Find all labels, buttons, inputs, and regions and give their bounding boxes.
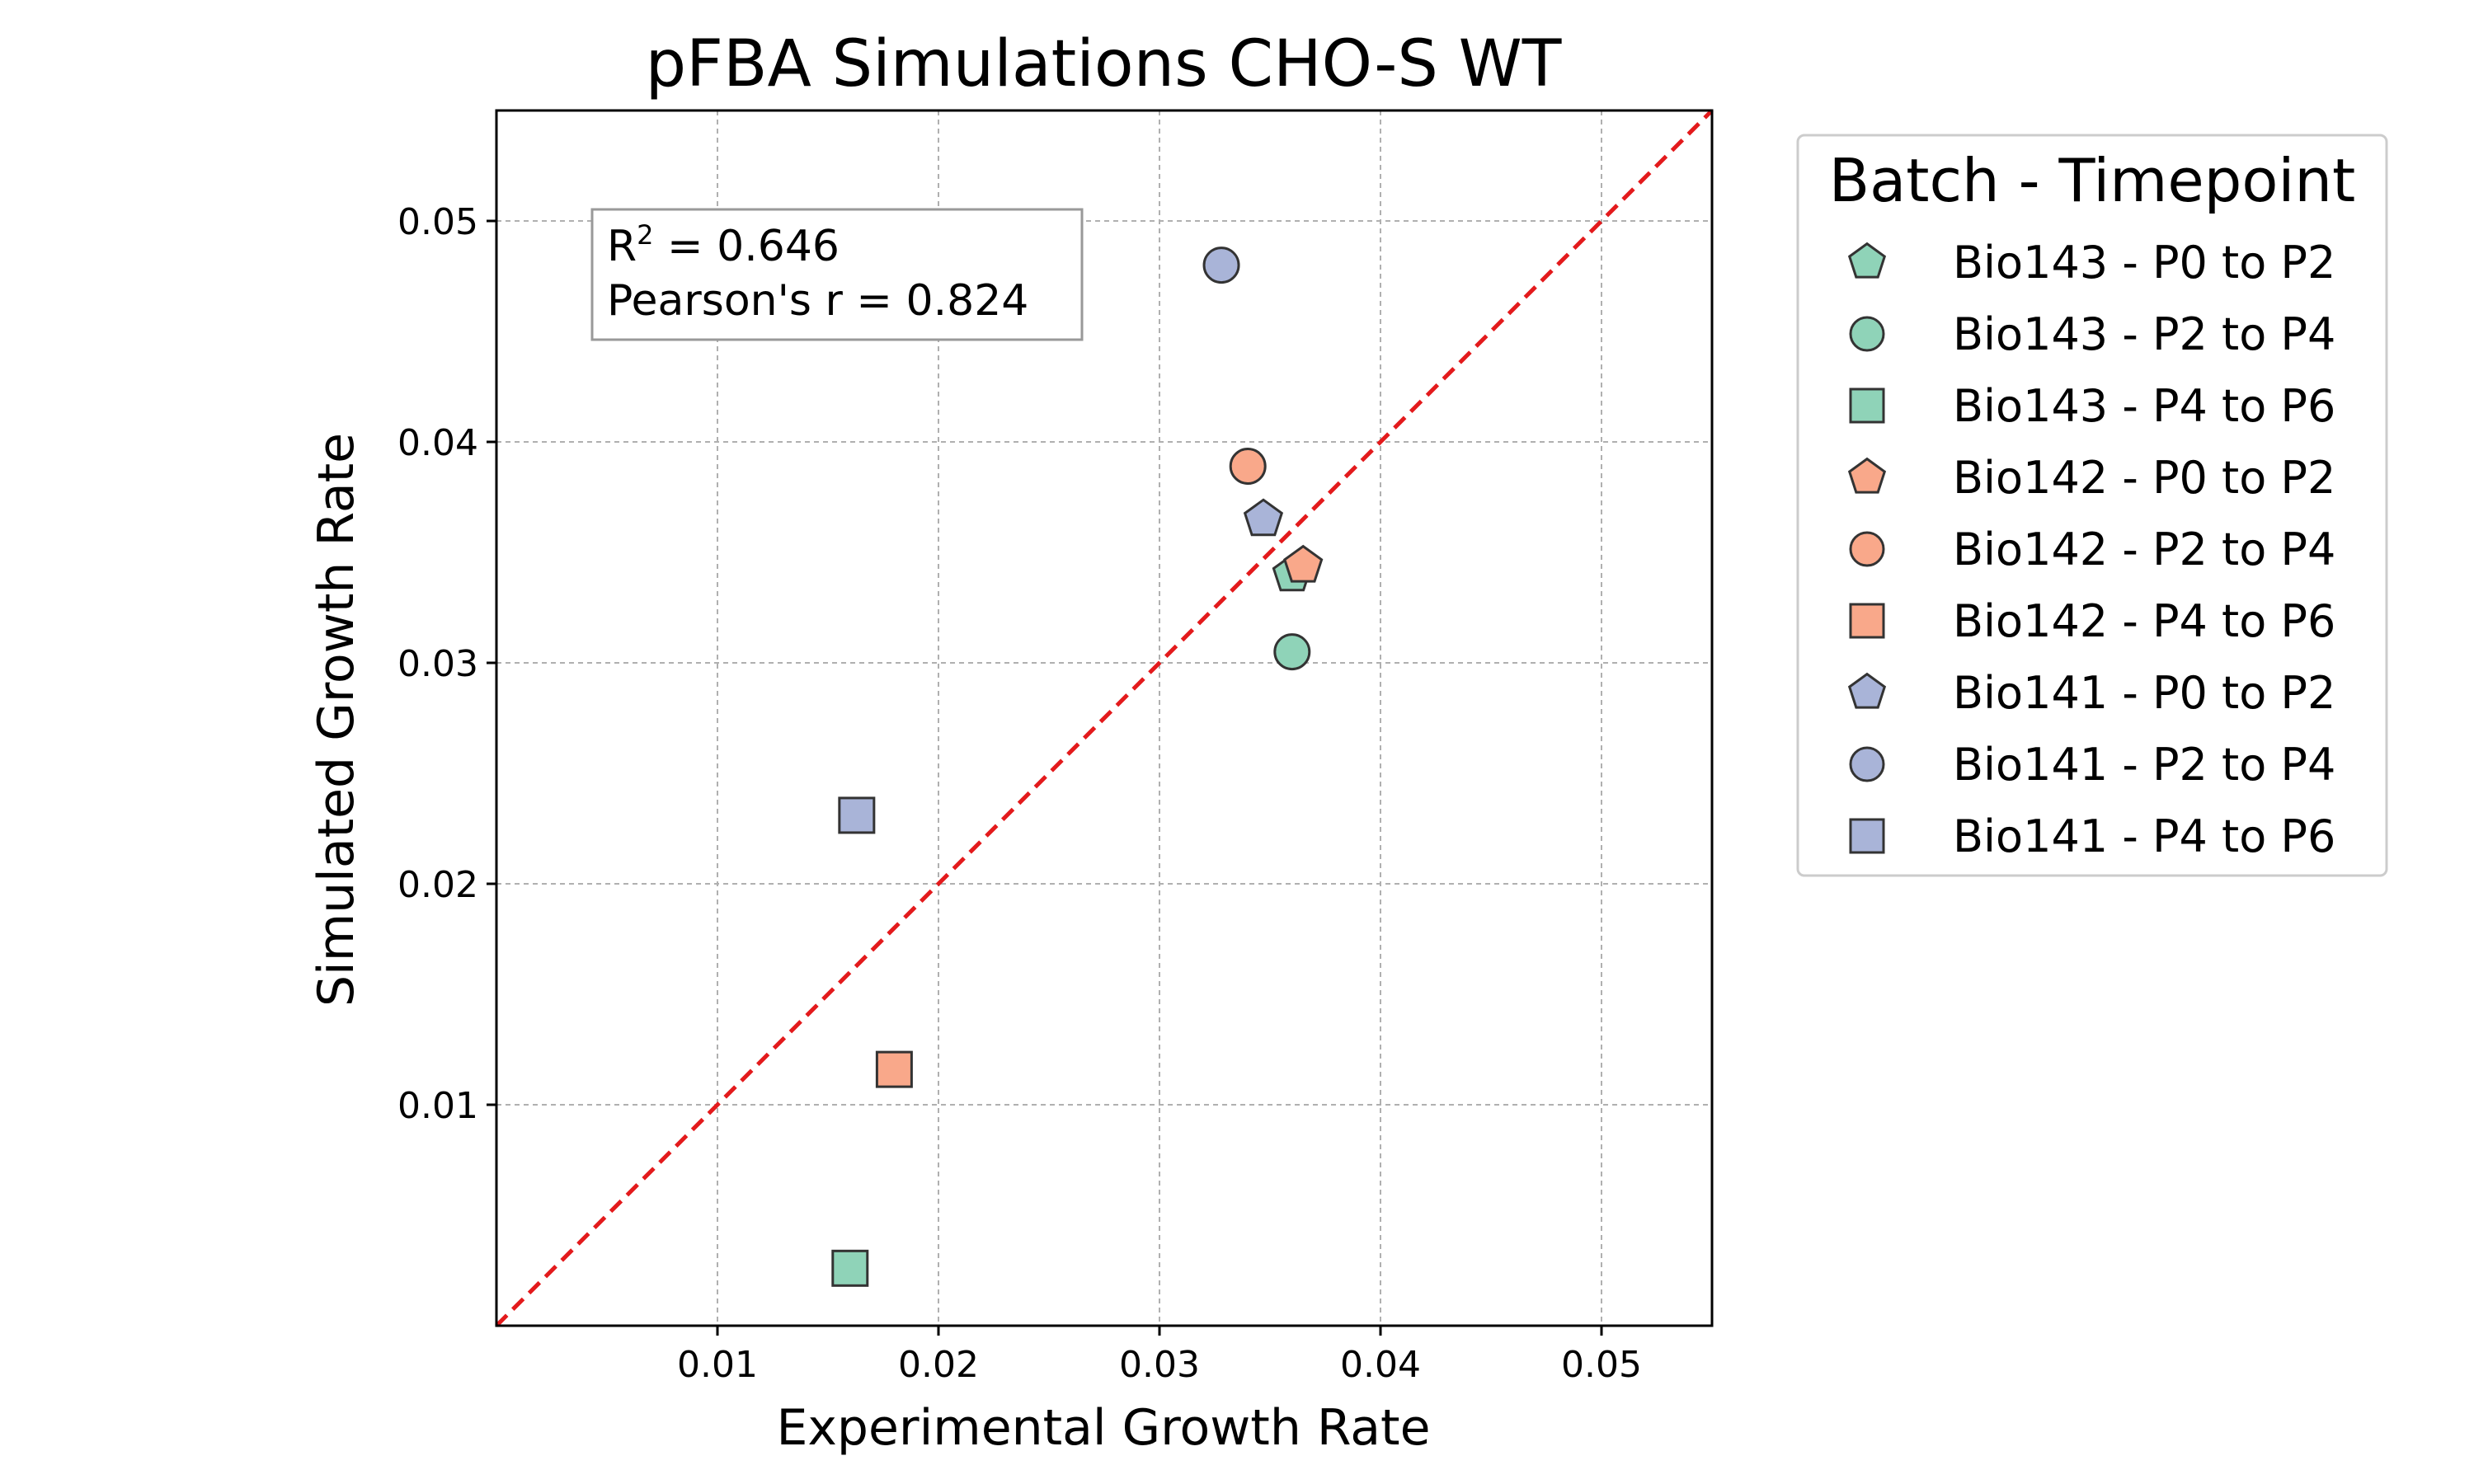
x-tick-label: 0.03 [1119,1344,1200,1386]
chart-title: pFBA Simulations CHO-S WT [646,27,1562,101]
data-point-bio143-square [831,1249,869,1287]
data-point-bio141-circle [1202,247,1240,284]
pearson-r-label: Pearson's r = 0.824 [607,276,1028,326]
stats-annotation-box: R2 = 0.646 Pearson's r = 0.824 [590,208,1084,341]
legend-marker-circle [1849,746,1885,782]
stats-box-frame [590,208,1084,341]
data-point-bio141-square [838,796,876,834]
legend: Batch - Timepoint Bio143 - P0 to P2Bio14… [1796,134,2388,877]
x-tick-label: 0.04 [1340,1344,1421,1386]
legend-item-label: Bio141 - P2 to P4 [1953,739,2335,791]
legend-title: Batch - Timepoint [1829,146,2356,215]
legend-item-label: Bio142 - P2 to P4 [1953,524,2335,575]
legend-marker-pentagon [1847,242,1887,279]
identity-reference-line [495,109,1714,1327]
y-tick-label: 0.04 [397,422,478,464]
legend-marker-circle [1849,316,1885,352]
legend-marker-square [1849,387,1885,424]
legend-item-label: Bio142 - P0 to P2 [1953,452,2335,504]
identity-line [495,109,1714,1327]
data-point-bio142-square [875,1050,913,1088]
r-squared-superscript: 2 [637,219,653,251]
plot-area-frame [495,109,1714,1327]
data-point-bio142-pentagon [1283,544,1324,583]
legend-marker-pentagon [1847,457,1887,494]
legend-item-label: Bio143 - P0 to P2 [1953,237,2335,289]
x-tick-label: 0.01 [677,1344,758,1386]
legend-item-label: Bio141 - P4 to P6 [1953,810,2335,862]
r-squared-label: R2 = 0.646 [607,219,840,271]
legend-marker-pentagon [1847,672,1887,709]
y-axis-label: Simulated Growth Rate [308,433,365,1007]
y-tick-label: 0.02 [397,864,478,906]
r-squared-prefix: R [607,222,637,271]
x-axis-label: Experimental Growth Rate [776,1399,1430,1457]
x-tick-label: 0.02 [898,1344,979,1386]
legend-items: Bio143 - P0 to P2 Bio143 - P2 to P4 Bio143… [1847,237,2335,862]
y-tick-label: 0.01 [397,1085,478,1127]
legend-frame [1796,134,2388,877]
y-tick-label: 0.03 [397,643,478,685]
legend-item-label: Bio143 - P4 to P6 [1953,380,2335,432]
data-point-bio141-pentagon [1243,498,1284,537]
r-squared-value: = 0.646 [654,222,840,271]
legend-item-label: Bio141 - P0 to P2 [1953,667,2335,719]
data-point-bio143-circle [1273,633,1311,671]
legend-marker-circle [1849,531,1885,567]
legend-marker-square [1849,818,1885,854]
y-tick-label: 0.05 [397,201,478,243]
axis-ticks: 0.01 0.02 0.03 0.04 0.05 0.01 0.02 0.03 0.04 0.05 [397,201,1642,1386]
legend-item-label: Bio142 - P4 to P6 [1953,595,2335,647]
x-tick-label: 0.05 [1561,1344,1642,1386]
data-point-bio142-circle [1229,447,1267,485]
legend-item-label: Bio143 - P2 to P4 [1953,308,2335,360]
data-points [831,247,1324,1287]
legend-marker-square [1849,603,1885,639]
